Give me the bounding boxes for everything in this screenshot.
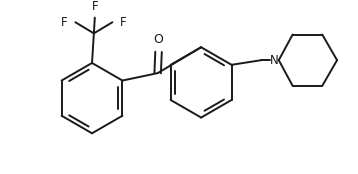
Text: F: F [120,16,126,29]
Text: N: N [270,54,279,67]
Text: O: O [154,33,164,46]
Text: F: F [92,0,98,13]
Text: F: F [61,16,68,29]
